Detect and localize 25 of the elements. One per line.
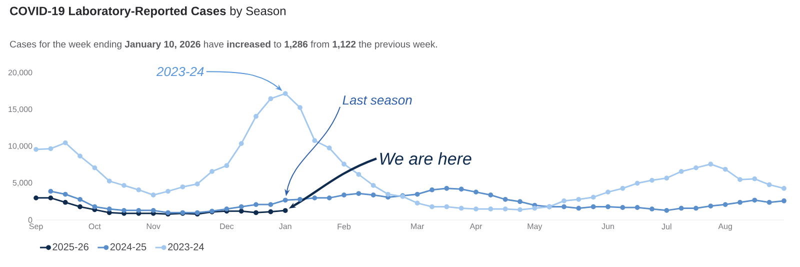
x-tick-label: Jul	[662, 224, 672, 230]
legend-label: 2023-24	[168, 243, 204, 250]
x-tick-label: May	[528, 224, 542, 231]
chart-title: COVID-19 Laboratory-Reported Cases by Season	[10, 6, 286, 18]
y-tick-label: 10,000	[8, 143, 32, 150]
y-tick-label: 5,000	[12, 180, 32, 187]
annotation: We are here	[380, 152, 472, 165]
annotation: Last season	[342, 96, 412, 105]
x-tick-label: Apr	[470, 224, 482, 231]
x-tick-label: Nov	[146, 224, 160, 230]
y-tick-label: 0	[28, 217, 32, 223]
x-tick-label: Aug	[718, 224, 732, 231]
x-tick-label: Sep	[29, 224, 43, 231]
y-tick-label: 20,000	[8, 70, 32, 76]
x-tick-label: Jun	[602, 224, 614, 230]
x-tick-label: Oct	[88, 224, 101, 230]
y-tick-label: 15,000	[8, 106, 32, 114]
x-tick-label: Feb	[338, 224, 351, 230]
legend-label: 2025-26	[52, 243, 88, 250]
x-tick-label: Mar	[411, 224, 424, 230]
legend-label: 2024-25	[110, 243, 146, 250]
annotation: 2023-24	[156, 66, 204, 76]
x-tick-label: Dec	[220, 224, 234, 230]
x-tick-label: Jan	[279, 224, 292, 230]
text: Cases for the week ending January 10, 2026 have increased to 1,286 from 1,122 the previous week.	[10, 40, 437, 50]
